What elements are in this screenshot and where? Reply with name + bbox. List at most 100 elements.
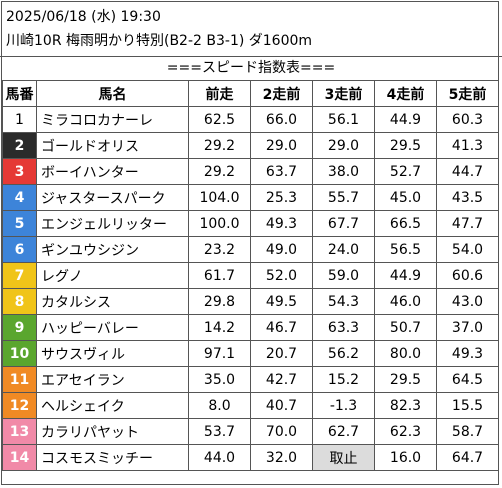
speed-index-cell: 16.0 (374, 444, 437, 471)
col-header-5-races-ago: 5走前 (436, 80, 499, 107)
horse-name-cell: コスモスミッチー (36, 444, 189, 471)
table-title: ===スピード指数表=== (0, 56, 502, 79)
speed-index-cell: 49.5 (250, 288, 313, 315)
speed-index-cell: 56.1 (312, 106, 375, 133)
horse-name-cell: カタルシス (36, 288, 189, 315)
speed-index-cell: 23.2 (188, 236, 251, 263)
speed-index-cell: 63.3 (312, 314, 375, 341)
speed-index-cell: 49.3 (436, 340, 499, 367)
col-header-3-races-ago: 3走前 (312, 80, 375, 107)
speed-index-cell: 38.0 (312, 158, 375, 185)
horse-name-cell: ハッピーバレー (36, 314, 189, 341)
horse-number-cell: 1 (2, 106, 37, 133)
horse-number-cell: 2 (2, 132, 37, 159)
horse-number-cell: 11 (2, 366, 37, 393)
speed-index-cell: 56.5 (374, 236, 437, 263)
speed-index-cell: 66.0 (250, 106, 313, 133)
race-datetime: 2025/06/18 (水) 19:30 (6, 9, 161, 25)
table-row: 13 カラリパヤット 53.7 70.0 62.7 62.3 58.7 (2, 418, 499, 445)
horse-number-cell: 6 (2, 236, 37, 263)
speed-index-cell: 45.0 (374, 184, 437, 211)
speed-index-cell: 47.7 (436, 210, 499, 237)
horse-number-cell: 13 (2, 418, 37, 445)
speed-index-cell: 15.5 (436, 392, 499, 419)
speed-index-cell: 43.0 (436, 288, 499, 315)
speed-index-cell: 29.5 (374, 132, 437, 159)
horse-name-cell: ヘルシェイク (36, 392, 189, 419)
speed-index-cell: 24.0 (312, 236, 375, 263)
speed-index-cell: 104.0 (188, 184, 251, 211)
table-body: 1 ミラコロカナーレ 62.5 66.0 56.1 44.9 60.3 2 ゴールドオリス 29.… (2, 106, 499, 471)
speed-index-cell: 44.0 (188, 444, 251, 471)
col-header-2-races-ago: 2走前 (250, 80, 313, 107)
speed-index-cell: 60.6 (436, 262, 499, 289)
col-header-4-races-ago: 4走前 (374, 80, 437, 107)
speed-index-cell: 40.7 (250, 392, 313, 419)
speed-index-cell: 29.2 (188, 132, 251, 159)
speed-index-cell: 66.5 (374, 210, 437, 237)
table-row: 1 ミラコロカナーレ 62.5 66.0 56.1 44.9 60.3 (2, 106, 499, 133)
table-row: 7 レグノ 61.7 52.0 59.0 44.9 60.6 (2, 262, 499, 289)
speed-index-cell: 35.0 (188, 366, 251, 393)
table-row: 4 ジャスタースパーク 104.0 25.3 55.7 45.0 43.5 (2, 184, 499, 211)
speed-index-cell: 43.5 (436, 184, 499, 211)
speed-index-cell: 62.3 (374, 418, 437, 445)
speed-index-cell: 15.2 (312, 366, 375, 393)
speed-index-cell: 41.3 (436, 132, 499, 159)
header-row: 馬番 馬名 前走 2走前 3走前 4走前 5走前 (2, 80, 499, 107)
speed-index-cell: 80.0 (374, 340, 437, 367)
table-row: 8 カタルシス 29.8 49.5 54.3 46.0 43.0 (2, 288, 499, 315)
speed-index-cell: 44.9 (374, 106, 437, 133)
horse-name-cell: ボーイハンター (36, 158, 189, 185)
table-row: 10 サウスヴィル 97.1 20.7 56.2 80.0 49.3 (2, 340, 499, 367)
speed-index-cell: 64.5 (436, 366, 499, 393)
speed-index-cell: 60.3 (436, 106, 499, 133)
horse-number-cell: 10 (2, 340, 37, 367)
speed-index-cell: 53.7 (188, 418, 251, 445)
table-row: 6 ギンユウシジン 23.2 49.0 24.0 56.5 54.0 (2, 236, 499, 263)
speed-index-cell: 52.7 (374, 158, 437, 185)
table-row: 14 コスモスミッチー 44.0 32.0 取止 16.0 64.7 (2, 444, 499, 471)
speed-index-cell: 67.7 (312, 210, 375, 237)
horse-number-cell: 14 (2, 444, 37, 471)
speed-index-cell: -1.3 (312, 392, 375, 419)
speed-index-cell: 49.0 (250, 236, 313, 263)
col-header-horse-name: 馬名 (36, 80, 189, 107)
table-row: 2 ゴールドオリス 29.2 29.0 29.0 29.5 41.3 (2, 132, 499, 159)
speed-index-cell: 29.8 (188, 288, 251, 315)
speed-index-cell: 49.3 (250, 210, 313, 237)
table-row: 9 ハッピーバレー 14.2 46.7 63.3 50.7 37.0 (2, 314, 499, 341)
speed-index-cell: 14.2 (188, 314, 251, 341)
speed-index-cell: 29.0 (312, 132, 375, 159)
col-header-last-race: 前走 (188, 80, 251, 107)
speed-index-cell: 29.0 (250, 132, 313, 159)
speed-index-cell: 55.7 (312, 184, 375, 211)
horse-name-cell: エアセイラン (36, 366, 189, 393)
speed-index-cell: 50.7 (374, 314, 437, 341)
speed-index-cell: 63.7 (250, 158, 313, 185)
race-title: 川崎10R 梅雨明かり特別(B2-2 B3-1) ダ1600m (6, 33, 313, 49)
speed-index-cell: 取止 (312, 444, 375, 471)
table-row: 5 エンジェルリッター 100.0 49.3 67.7 66.5 47.7 (2, 210, 499, 237)
speed-index-cell: 46.7 (250, 314, 313, 341)
horse-number-cell: 5 (2, 210, 37, 237)
horse-number-cell: 4 (2, 184, 37, 211)
speed-index-cell: 97.1 (188, 340, 251, 367)
horse-name-cell: エンジェルリッター (36, 210, 189, 237)
table-row: 11 エアセイラン 35.0 42.7 15.2 29.5 64.5 (2, 366, 499, 393)
speed-index-cell: 54.0 (436, 236, 499, 263)
speed-index-cell: 42.7 (250, 366, 313, 393)
speed-index-cell: 54.3 (312, 288, 375, 315)
table-row: 3 ボーイハンター 29.2 63.7 38.0 52.7 44.7 (2, 158, 499, 185)
horse-number-cell: 8 (2, 288, 37, 315)
speed-index-cell: 20.7 (250, 340, 313, 367)
speed-index-cell: 25.3 (250, 184, 313, 211)
speed-index-cell: 70.0 (250, 418, 313, 445)
speed-index-cell: 44.9 (374, 262, 437, 289)
speed-index-cell: 52.0 (250, 262, 313, 289)
speed-index-cell: 59.0 (312, 262, 375, 289)
horse-name-cell: ジャスタースパーク (36, 184, 189, 211)
horse-number-cell: 12 (2, 392, 37, 419)
horse-number-cell: 3 (2, 158, 37, 185)
speed-index-cell: 29.2 (188, 158, 251, 185)
